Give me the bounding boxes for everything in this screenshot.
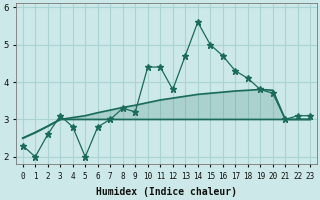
X-axis label: Humidex (Indice chaleur): Humidex (Indice chaleur) [96, 186, 237, 197]
